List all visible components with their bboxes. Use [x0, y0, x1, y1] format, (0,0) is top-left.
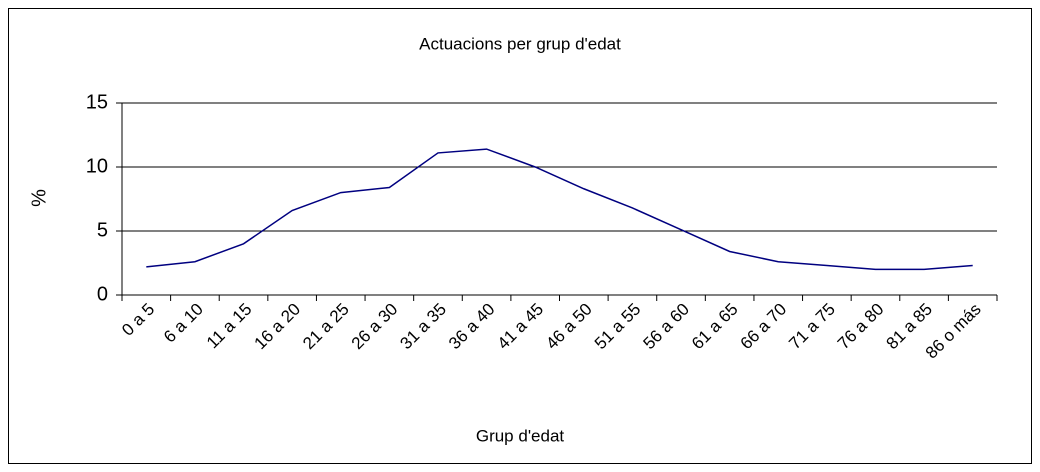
data-line [146, 148, 973, 271]
y-axis-label: % [28, 189, 50, 207]
x-axis-label: Grup d'edat [476, 426, 565, 445]
y-tick-label: 15 [86, 91, 108, 113]
y-tick-label: 5 [97, 219, 108, 241]
chart-frame [8, 8, 1032, 464]
chart-title: Actuacions per grup d'edat [419, 34, 621, 53]
y-tick-label: 0 [97, 283, 108, 305]
y-tick-label: 10 [86, 155, 108, 177]
